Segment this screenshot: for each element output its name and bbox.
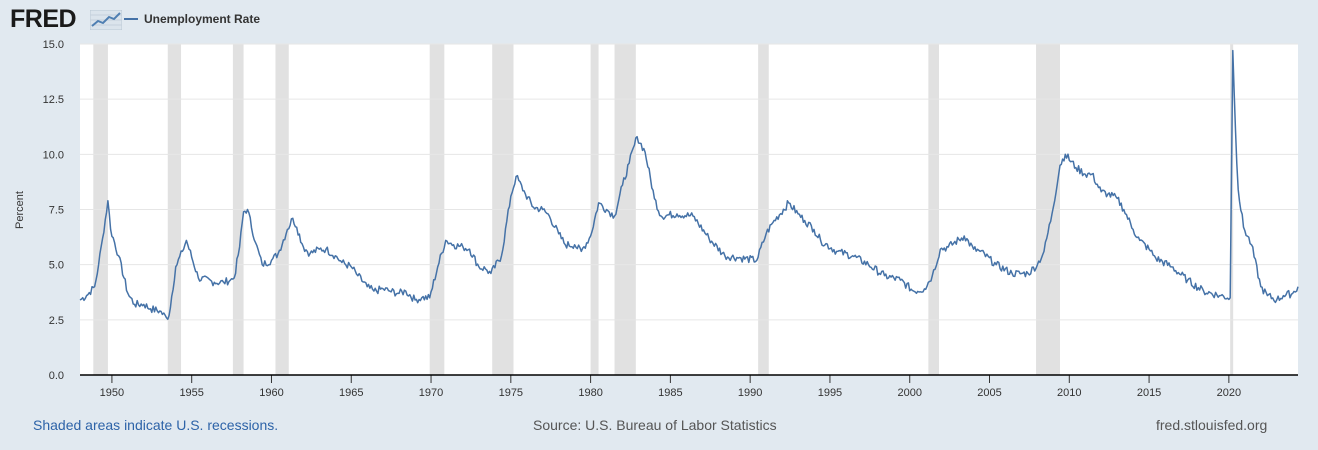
x-ticks: 1950 1955 1960 1965 1970 1975 1980 1985 1990 1995… bbox=[100, 375, 1241, 399]
y-tick-label-2: 5.0 bbox=[49, 260, 64, 272]
x-tick-label-14: 2020 bbox=[1217, 387, 1241, 399]
x-tick-label-1: 1955 bbox=[179, 387, 203, 399]
fred-logo[interactable]: FRED bbox=[10, 5, 122, 33]
y-tick-label-4: 10.0 bbox=[43, 149, 64, 161]
x-tick-label-7: 1985 bbox=[658, 387, 682, 399]
x-tick-label-11: 2005 bbox=[977, 387, 1001, 399]
y-tick-labels: 0.0 2.5 5.0 7.5 10.0 12.5 15.0 bbox=[43, 39, 64, 382]
y-tick-label-1: 2.5 bbox=[49, 315, 64, 327]
source-text: Source: U.S. Bureau of Labor Statistics bbox=[533, 417, 777, 433]
series-line-unemployment-rate bbox=[79, 49, 1299, 321]
x-tick-label-2: 1960 bbox=[259, 387, 283, 399]
y-gridlines bbox=[80, 43, 1298, 321]
fred-logo-graph-icon bbox=[90, 10, 122, 30]
legend-swatch bbox=[124, 18, 138, 20]
x-tick-label-0: 1950 bbox=[100, 387, 124, 399]
chart-legend: Unemployment Rate bbox=[124, 10, 260, 28]
y-tick-label-3: 7.5 bbox=[49, 205, 64, 217]
site-link[interactable]: fred.stlouisfed.org bbox=[1156, 417, 1268, 433]
x-tick-label-4: 1970 bbox=[419, 387, 443, 399]
unemployment-chart: 0.0 2.5 5.0 7.5 10.0 12.5 15.0 1950 1955 1960 196… bbox=[14, 39, 1299, 399]
x-tick-label-3: 1965 bbox=[339, 387, 363, 399]
recession-note-link[interactable]: Shaded areas indicate U.S. recessions. bbox=[33, 417, 279, 433]
x-tick-label-9: 1995 bbox=[818, 387, 842, 399]
x-tick-label-12: 2010 bbox=[1057, 387, 1081, 399]
x-tick-label-5: 1975 bbox=[499, 387, 523, 399]
y-tick-label-6: 15.0 bbox=[43, 39, 64, 51]
legend-series-label: Unemployment Rate bbox=[144, 12, 261, 26]
x-tick-label-8: 1990 bbox=[738, 387, 762, 399]
x-tick-label-10: 2000 bbox=[897, 387, 921, 399]
y-tick-label-5: 12.5 bbox=[43, 94, 64, 106]
fred-logo-text: FRED bbox=[10, 5, 77, 33]
x-tick-label-13: 2015 bbox=[1137, 387, 1161, 399]
x-tick-label-6: 1980 bbox=[578, 387, 602, 399]
y-tick-label-0: 0.0 bbox=[49, 370, 64, 382]
y-axis-title: Percent bbox=[14, 191, 26, 229]
